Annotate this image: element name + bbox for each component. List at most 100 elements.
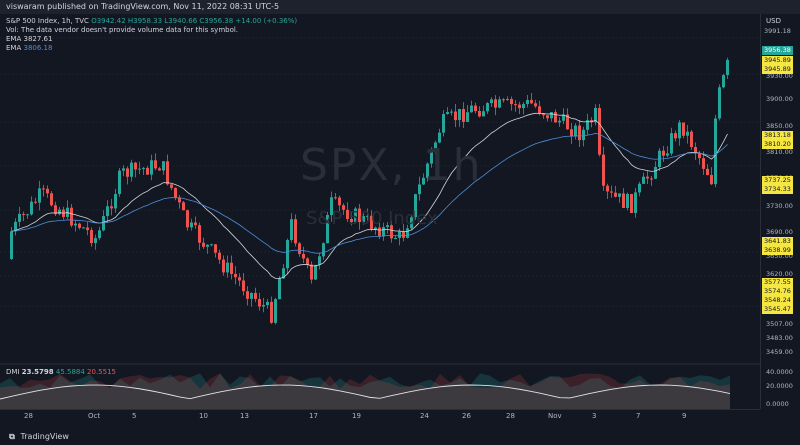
candle-body: [402, 231, 405, 238]
candle-body: [722, 75, 725, 88]
candle-body: [426, 163, 429, 178]
candle-body: [322, 243, 325, 257]
candle-body: [546, 115, 549, 119]
candle-body: [650, 178, 653, 180]
candle-body: [586, 120, 589, 130]
candle-body: [78, 223, 81, 228]
candle-body: [438, 132, 441, 143]
candle-body: [494, 99, 497, 108]
candle-body: [58, 209, 61, 215]
price-tag: 3548.24: [762, 296, 793, 305]
time-axis[interactable]: [0, 409, 760, 430]
candle-body: [254, 292, 257, 299]
dmi-adx-line: [0, 384, 731, 400]
candle-body: [362, 215, 365, 223]
time-tick: 9: [682, 412, 687, 420]
candle-body: [530, 99, 533, 104]
candle-body: [366, 215, 369, 217]
price-tick: 3930.00: [766, 72, 793, 80]
candle-body: [170, 184, 173, 188]
published-bar: viswaram published on TradingView.com, N…: [0, 0, 800, 14]
candle-body: [18, 213, 21, 222]
candle-body: [374, 227, 377, 230]
price-axis[interactable]: [760, 14, 800, 409]
candle-body: [510, 99, 513, 105]
candle-body: [398, 231, 401, 238]
legend-symbol: S&P 500 Index, 1h, TVC: [6, 17, 89, 25]
candle-body: [294, 219, 297, 244]
time-tick: 10: [199, 412, 208, 420]
candle-body: [34, 201, 37, 203]
candle-body: [610, 191, 613, 193]
time-tick: Oct: [88, 412, 101, 420]
price-tag: 3810.20: [762, 140, 793, 149]
candle-body: [146, 167, 149, 175]
candle-body: [670, 133, 673, 154]
candle-body: [134, 162, 137, 170]
candle-body: [582, 129, 585, 141]
candle-body: [390, 225, 393, 239]
candle-body: [46, 188, 49, 194]
candle-body: [634, 192, 637, 213]
candle-body: [346, 209, 349, 219]
price-tick: 3459.00: [766, 348, 793, 356]
candle-body: [686, 131, 689, 136]
candle-body: [142, 167, 145, 169]
price-chart[interactable]: [0, 14, 760, 409]
legend-vol-note: Vol: The data vendor doesn't provide vol…: [6, 26, 239, 34]
candle-body: [406, 228, 409, 238]
time-tick: 26: [462, 412, 471, 420]
candle-body: [410, 217, 413, 229]
candle-body: [290, 219, 293, 241]
footer: ⧉ TradingView: [0, 429, 800, 445]
candle-body: [562, 114, 565, 121]
candle-body: [598, 107, 601, 155]
candle-body: [330, 197, 333, 216]
candle-body: [370, 215, 373, 230]
legend-symbol-row: S&P 500 Index, 1h, TVC O3942.42 H3958.33…: [6, 17, 297, 26]
candle-body: [354, 208, 357, 223]
candle-body: [190, 222, 193, 228]
candle-body: [514, 104, 517, 106]
candle-body: [414, 194, 417, 218]
candle-body: [218, 252, 221, 260]
ema-fast-line: [11, 112, 728, 279]
price-tag: 3574.76: [762, 287, 793, 296]
candle-body: [186, 210, 189, 228]
candle-body: [230, 262, 233, 274]
price-tag: 3734.33: [762, 185, 793, 194]
candle-body: [566, 114, 569, 130]
candle-body: [382, 227, 385, 237]
time-tick: 5: [132, 412, 137, 420]
ema1-label: EMA: [6, 35, 22, 43]
candle-body: [518, 104, 521, 109]
price-tick: 3650.00: [766, 252, 793, 260]
price-tag: 3991.18: [762, 27, 793, 36]
time-tick: Nov: [548, 412, 562, 420]
footer-brand: TradingView: [20, 432, 69, 441]
candle-body: [714, 118, 717, 185]
candle-body: [654, 166, 657, 179]
candle-body: [210, 244, 213, 246]
price-tick: 3730.00: [766, 202, 793, 210]
price-tag: 3545.47: [762, 305, 793, 314]
time-tick: 3: [592, 412, 597, 420]
candle-body: [86, 227, 89, 231]
dmi-label: DMI: [6, 368, 20, 376]
candle-body: [162, 161, 165, 171]
price-tag: 3945.89: [762, 65, 793, 74]
candle-body: [470, 105, 473, 113]
candle-body: [178, 197, 181, 203]
candle-body: [214, 244, 217, 253]
legend-ema2: EMA 3806.18: [6, 44, 297, 53]
price-tick: 3690.00: [766, 228, 793, 236]
candle-body: [490, 99, 493, 104]
candle-body: [334, 197, 337, 199]
candle-body: [314, 264, 317, 280]
candle-body: [662, 150, 665, 156]
dmi-tick: 40.0000: [766, 368, 793, 376]
legend-ohlc: O3942.42 H3958.33 L3940.66 C3956.38 +14.…: [91, 17, 298, 25]
candle-body: [526, 99, 529, 105]
candle-body: [442, 114, 445, 133]
candle-body: [674, 133, 677, 139]
